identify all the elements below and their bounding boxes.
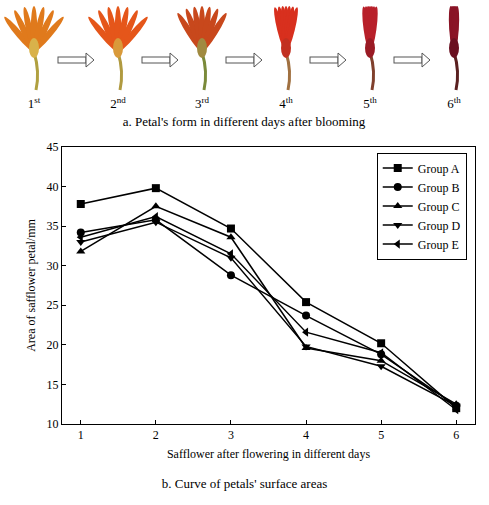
svg-text:20: 20: [47, 338, 59, 352]
svg-text:15: 15: [47, 378, 59, 392]
svg-text:45: 45: [47, 140, 59, 154]
svg-text:10: 10: [47, 417, 59, 431]
svg-text:3rd: 3rd: [195, 95, 209, 111]
svg-text:6th: 6th: [447, 95, 461, 111]
svg-text:6: 6: [453, 428, 459, 442]
svg-text:1: 1: [78, 428, 84, 442]
svg-text:5: 5: [378, 428, 384, 442]
svg-text:Group E: Group E: [418, 238, 459, 252]
svg-text:35: 35: [47, 219, 59, 233]
svg-text:Safflower after flowering in d: Safflower after flowering in different d…: [167, 447, 370, 461]
svg-text:25: 25: [47, 298, 59, 312]
svg-text:4: 4: [303, 428, 309, 442]
svg-text:2: 2: [153, 428, 159, 442]
svg-text:2nd: 2nd: [110, 95, 126, 111]
svg-text:30: 30: [47, 259, 59, 273]
svg-text:a. Petal's form in different d: a. Petal's form in different days after …: [123, 114, 366, 129]
svg-text:Area of safflower petal/mm: Area of safflower petal/mm: [24, 218, 38, 351]
svg-text:Group C: Group C: [418, 200, 460, 214]
svg-text:Group D: Group D: [418, 219, 461, 233]
html-text:b. Curve of petals' surface ar: b. Curve of petals' surface areas: [161, 476, 328, 491]
svg-text:1st: 1st: [28, 95, 41, 111]
svg-text:4th: 4th: [279, 95, 293, 111]
svg-text:40: 40: [47, 180, 59, 194]
svg-text:3: 3: [228, 428, 234, 442]
svg-text:5th: 5th: [363, 95, 377, 111]
svg-text:Group B: Group B: [418, 181, 460, 195]
svg-text:Group A: Group A: [418, 162, 460, 176]
